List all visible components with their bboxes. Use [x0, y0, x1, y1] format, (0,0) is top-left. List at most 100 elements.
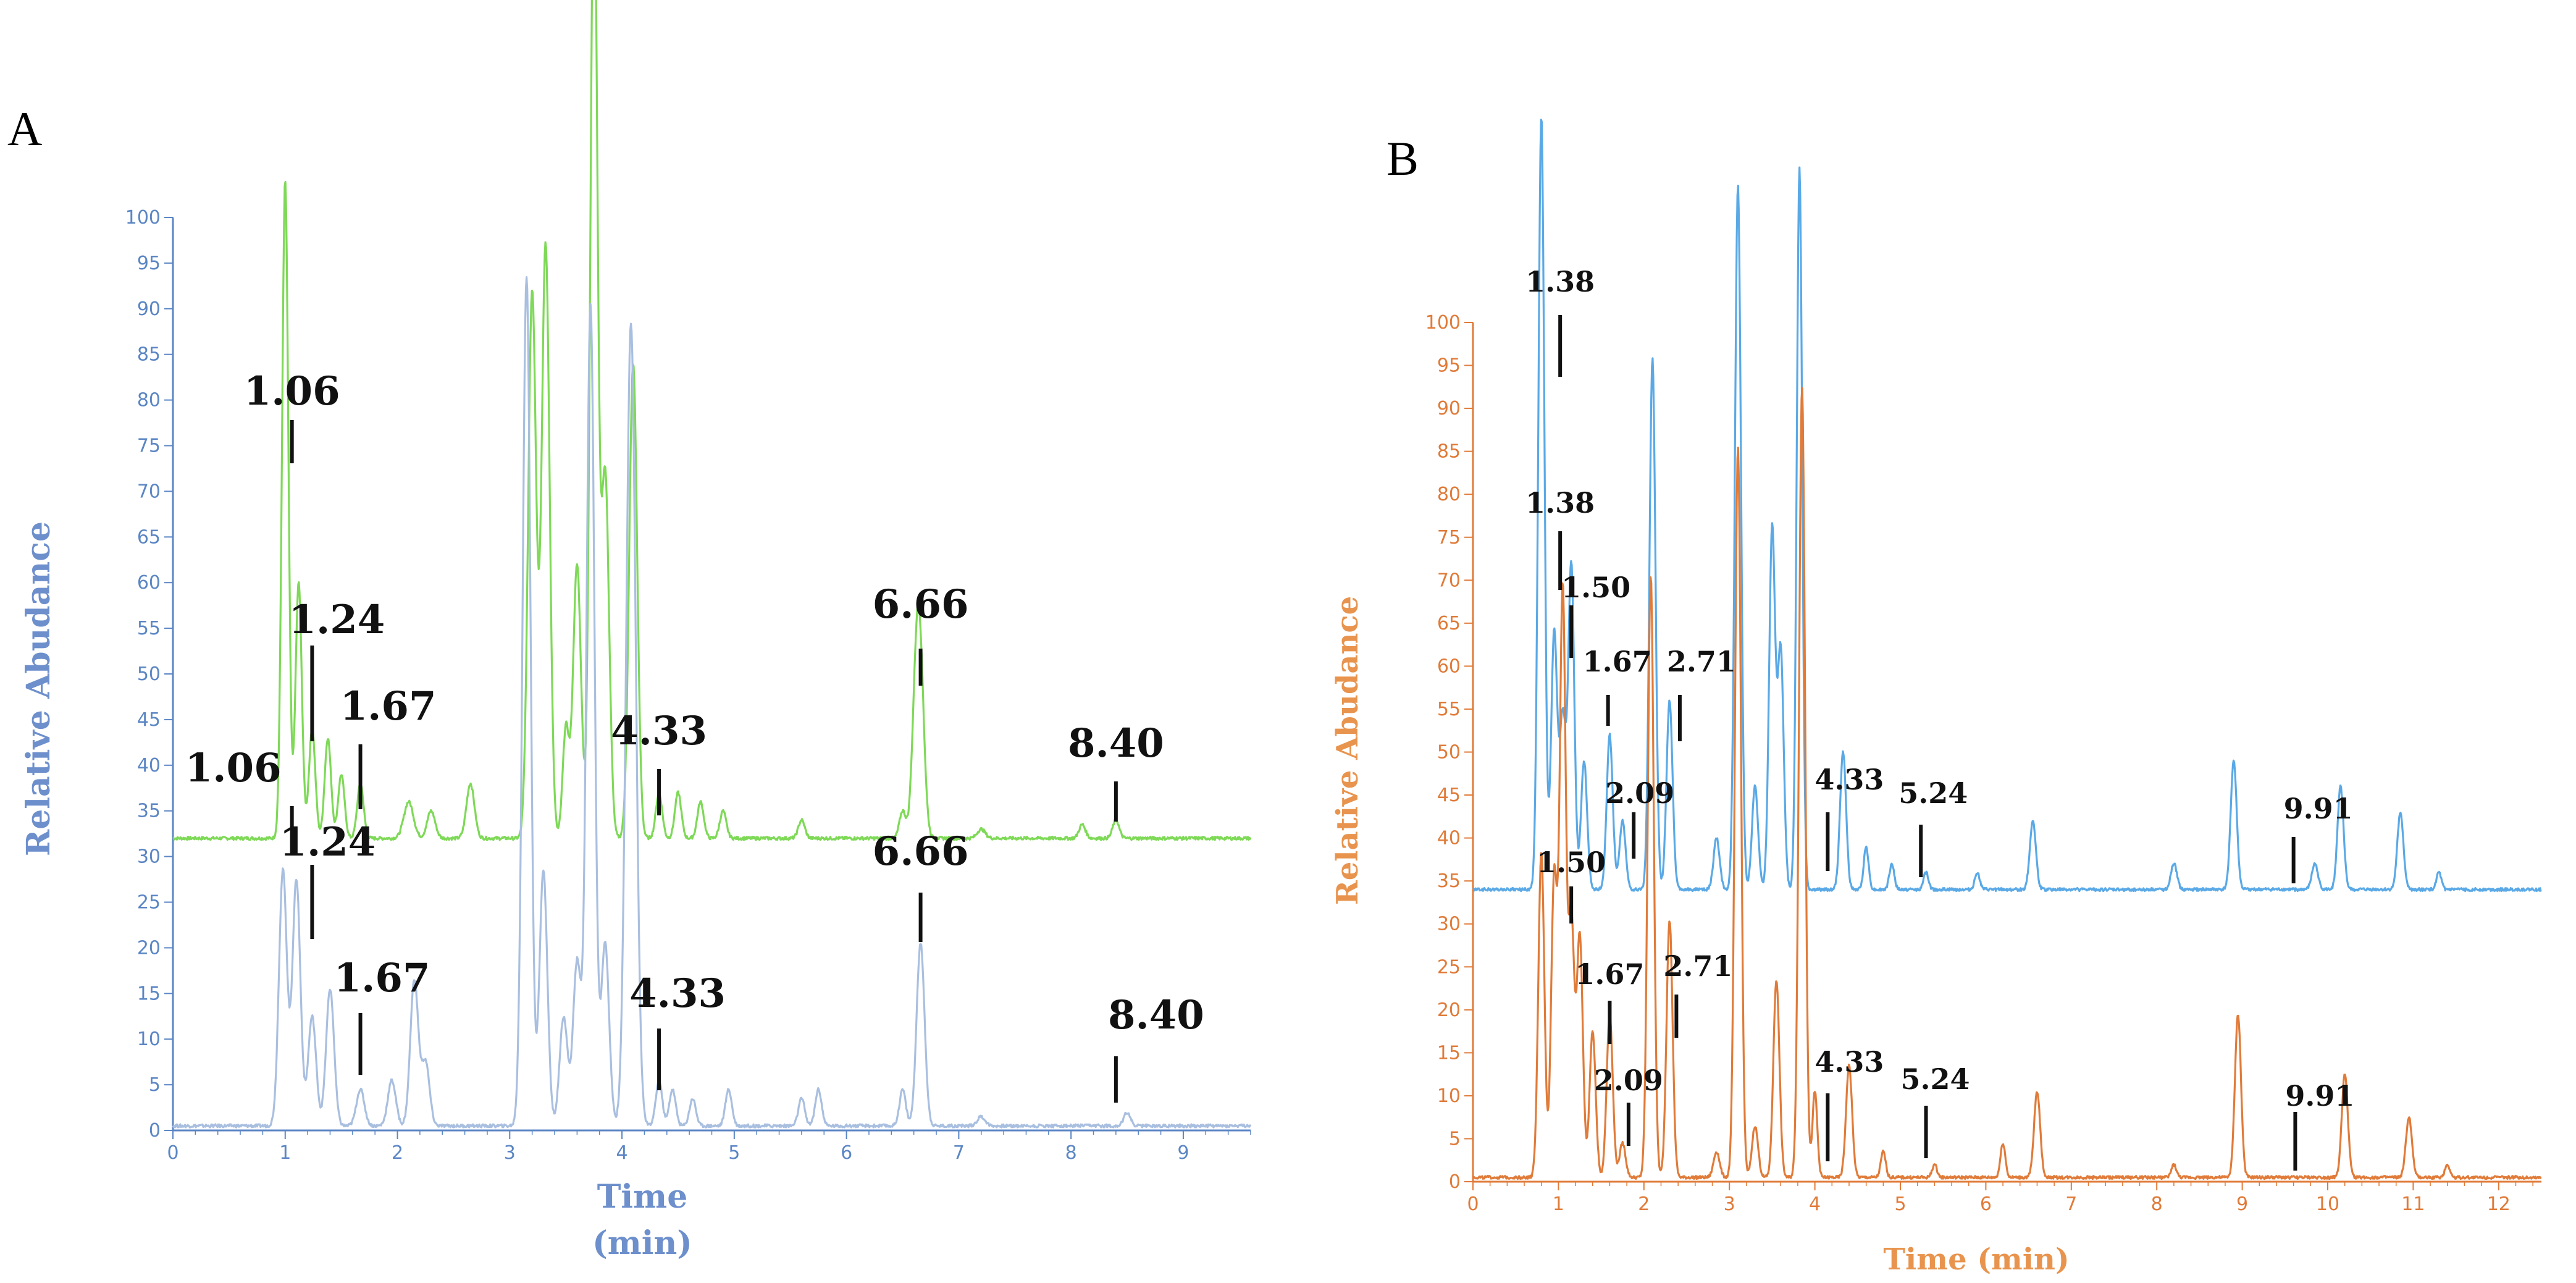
panel-a-trace-upper	[172, 0, 1252, 841]
panel-b-trace-lower	[1472, 387, 2542, 1180]
panel-b-y-tick-label: 0	[1449, 1171, 1461, 1193]
panel-b-annotation-label: 1.50	[1537, 846, 1606, 879]
panel-a-x-tick-label: 0	[167, 1142, 178, 1164]
panel-b-x-tick-label: 1	[1553, 1193, 1564, 1215]
panel-b-x-tick-label: 2	[1638, 1193, 1650, 1215]
panel-b-axes: 0510152025303540455055606570758085909510…	[1425, 312, 2541, 1215]
panel-b-y-tick-label: 20	[1437, 999, 1461, 1021]
panel-b-y-tick-label: 75	[1437, 527, 1461, 549]
panel-b-annotations: 1.38 1.38 1.50 1.67 2.71 2.09 4.33 5.24 9.91 1.50…	[1525, 265, 2354, 1171]
panel-b-annotation-label: 4.33	[1815, 1045, 1884, 1079]
panel-a-y-tick-label: 95	[137, 253, 161, 274]
panel-a-annotation-label: 6.66	[873, 581, 969, 628]
panel-b-annotation-label: 2.71	[1663, 949, 1732, 983]
panel-a-y-tick-label: 90	[137, 298, 161, 320]
panel-a-y-tick-label: 5	[149, 1074, 161, 1096]
panel-b-y-tick-label: 85	[1437, 441, 1461, 463]
panel-b-y-tick-label: 50	[1437, 742, 1461, 763]
panel-b-y-tick-label: 90	[1437, 398, 1461, 419]
panel-a-axes: 0510152025303540455055606570758085909510…	[125, 207, 1251, 1164]
panel-b-traces	[1472, 119, 2542, 1180]
panel-b-y-tick-label: 30	[1437, 914, 1461, 935]
panel-a-annotation-label: 8.40	[1068, 720, 1164, 767]
panel-a-annotations: 1.06 1.24 1.67 4.33 6.66 8.40 1.06 1.24 1.67 4.33…	[185, 368, 1204, 1103]
panel-b-x-axis-title: Time (min)	[1883, 1242, 2069, 1277]
panel-b-x-tick-label: 8	[2151, 1193, 2163, 1215]
panel-b-x-tick-label: 12	[2487, 1193, 2511, 1215]
panel-a-y-tick-label: 15	[137, 983, 161, 1004]
panel-a-y-tick-label: 30	[137, 846, 161, 868]
panel-a-annotation-label: 1.67	[340, 683, 437, 730]
panel-a-traces	[172, 0, 1252, 1129]
panel-a-y-tick-label: 25	[137, 892, 161, 914]
panel-a-x-tick-label: 7	[953, 1142, 965, 1164]
panel-a-y-axis-title: Relative Abudance	[20, 521, 57, 856]
panel-b-letter: B	[1387, 132, 1419, 185]
panel-b-y-tick-label: 55	[1437, 699, 1461, 720]
panel-a: A Relative Abudance Time (min) 051015202…	[7, 0, 1252, 1262]
panel-b-annotation-label: 1.67	[1575, 957, 1644, 991]
panel-a-annotation-label: 4.33	[629, 970, 726, 1017]
panel-b-annotation-label: 5.24	[1898, 776, 1968, 810]
panel-b: B Relative Abudance Time (min) 051015202…	[1330, 119, 2542, 1277]
panel-b-y-tick-label: 60	[1437, 655, 1461, 677]
panel-b-trace-upper	[1472, 119, 2542, 893]
panel-a-y-tick-label: 20	[137, 937, 161, 959]
panel-b-x-tick-label: 6	[1980, 1193, 1992, 1215]
panel-b-y-tick-label: 10	[1437, 1085, 1461, 1107]
panel-b-annotation-label: 5.24	[1900, 1062, 1970, 1096]
panel-a-x-tick-label: 6	[841, 1142, 852, 1164]
panel-b-annotation-label: 4.33	[1815, 763, 1884, 796]
panel-a-annotation-label: 1.24	[288, 597, 385, 643]
panel-a-annotation-label: 1.06	[244, 368, 340, 414]
panel-b-annotation-label: 2.71	[1667, 645, 1736, 678]
panel-a-y-tick-label: 70	[137, 481, 161, 502]
panel-a-x-tick-label: 2	[392, 1142, 403, 1164]
panel-a-x-tick-label: 8	[1065, 1142, 1077, 1164]
panel-a-x-axis-title-line1: Time	[597, 1178, 688, 1216]
panel-b-annotation-label: 1.50	[1561, 571, 1630, 604]
panel-a-y-tick-label: 45	[137, 709, 161, 731]
panel-b-y-tick-label: 95	[1437, 355, 1461, 377]
panel-a-x-tick-label: 1	[279, 1142, 291, 1164]
panel-a-letter: A	[7, 102, 42, 156]
panel-a-annotation-label: 1.24	[279, 819, 375, 865]
panel-a-y-tick-label: 85	[137, 344, 161, 366]
panel-a-annotation-label: 4.33	[611, 708, 707, 754]
panel-a-trace-lower	[172, 276, 1252, 1129]
panel-b-annotation-label: 1.38	[1525, 265, 1595, 298]
panel-a-annotation-label: 1.06	[185, 745, 282, 791]
panel-b-y-tick-label: 40	[1437, 828, 1461, 849]
panel-b-x-tick-label: 4	[1809, 1193, 1821, 1215]
panel-a-annotation-label: 6.66	[873, 828, 969, 875]
panel-b-y-tick-label: 100	[1425, 312, 1461, 334]
panel-a-y-tick-label: 100	[125, 207, 161, 229]
panel-a-y-tick-label: 10	[137, 1029, 161, 1050]
panel-a-x-tick-label: 3	[504, 1142, 516, 1164]
panel-b-y-tick-label: 65	[1437, 613, 1461, 634]
panel-b-x-tick-label: 10	[2316, 1193, 2339, 1215]
panel-b-y-tick-label: 80	[1437, 484, 1461, 505]
panel-a-y-tick-label: 0	[149, 1120, 161, 1142]
panel-b-annotation-label: 9.91	[2284, 792, 2353, 825]
panel-a-y-tick-label: 60	[137, 572, 161, 594]
panel-b-annotation-label: 1.67	[1583, 645, 1652, 678]
panel-a-x-tick-label: 4	[616, 1142, 628, 1164]
panel-a-y-tick-label: 40	[137, 755, 161, 776]
panel-a-y-tick-label: 80	[137, 390, 161, 411]
panel-b-y-tick-label: 70	[1437, 570, 1461, 591]
panel-b-annotation-label: 9.91	[2285, 1079, 2354, 1113]
panel-b-y-tick-label: 45	[1437, 785, 1461, 806]
panel-b-x-tick-label: 3	[1724, 1193, 1735, 1215]
panel-b-y-tick-label: 15	[1437, 1042, 1461, 1064]
panel-a-y-tick-label: 75	[137, 435, 161, 457]
panel-a-y-tick-label: 50	[137, 663, 161, 685]
panel-b-y-tick-label: 25	[1437, 956, 1461, 978]
panel-b-x-tick-label: 0	[1467, 1193, 1479, 1215]
panel-a-x-tick-label: 5	[728, 1142, 740, 1164]
panel-a-y-tick-label: 55	[137, 618, 161, 639]
panel-a-x-tick-label: 9	[1177, 1142, 1189, 1164]
panel-b-x-tick-label: 7	[2065, 1193, 2077, 1215]
panel-b-y-axis-title: Relative Abudance	[1330, 596, 1365, 905]
